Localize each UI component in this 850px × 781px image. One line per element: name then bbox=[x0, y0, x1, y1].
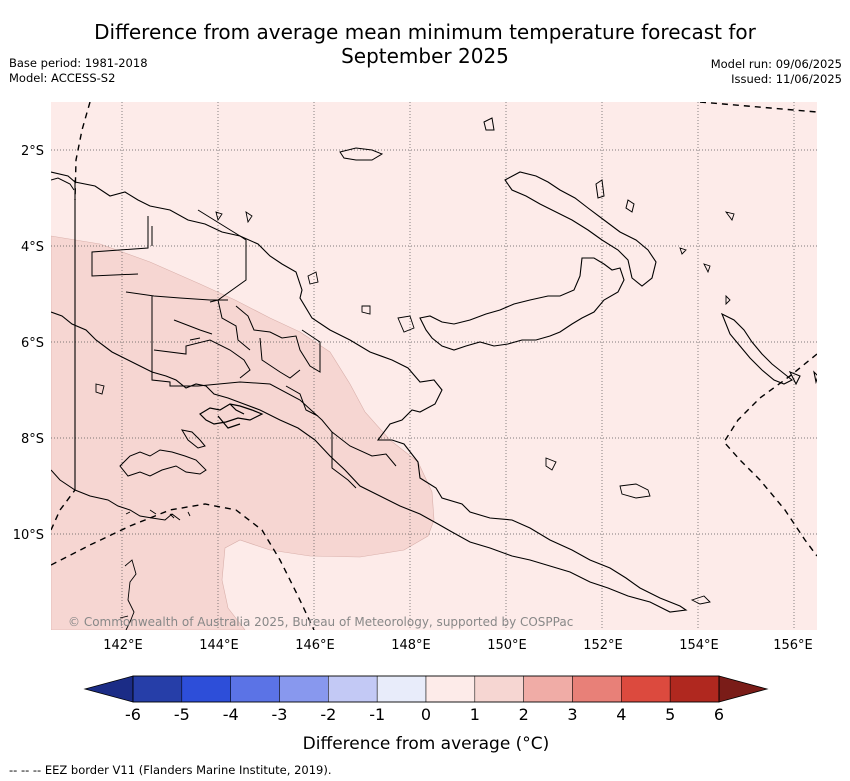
south-coastline bbox=[119, 429, 207, 477]
graticule bbox=[51, 102, 817, 630]
colorbar-segment bbox=[328, 675, 378, 703]
colorbar-tick-label: 4 bbox=[616, 705, 626, 724]
copyright-text: © Commonwealth of Australia 2025, Bureau… bbox=[68, 615, 573, 629]
meta-right: Model run: 09/06/2025 Issued: 11/06/2025 bbox=[711, 57, 842, 87]
issued-date: Issued: 11/06/2025 bbox=[731, 72, 842, 86]
colorbar-segment bbox=[279, 675, 329, 703]
colorbar-tick-label: -3 bbox=[272, 705, 288, 724]
title-line-1: Difference from average mean minimum tem… bbox=[94, 20, 756, 44]
colorbar-segment bbox=[523, 675, 573, 703]
lat-label-6s: 6°S bbox=[21, 336, 44, 351]
west-coastline bbox=[51, 177, 181, 521]
model-run-date: Model run: 09/06/2025 bbox=[710, 57, 842, 71]
cape-york-coast bbox=[119, 509, 191, 630]
lon-label-146e: 146°E bbox=[295, 638, 335, 653]
colorbar-label: Difference from average (°C) bbox=[303, 734, 550, 754]
new-britain bbox=[504, 171, 657, 287]
manus-island bbox=[339, 117, 495, 161]
lon-label-144e: 144°E bbox=[199, 638, 239, 653]
colorbar-segment bbox=[474, 675, 524, 703]
colorbar-extend-low bbox=[83, 675, 134, 703]
eez-borders bbox=[51, 102, 817, 630]
eastern-coastline bbox=[419, 257, 625, 351]
fly-river-detail bbox=[199, 403, 264, 429]
colorbar-segment bbox=[132, 675, 183, 703]
colorbar-tick-label: -4 bbox=[223, 705, 239, 724]
colorbar-tick-label: 5 bbox=[665, 705, 675, 724]
colorbar-tick-label: 3 bbox=[567, 705, 577, 724]
lon-label-152e: 152°E bbox=[583, 638, 623, 653]
colorbar-extend-high bbox=[718, 675, 769, 703]
lon-label-154e: 154°E bbox=[679, 638, 719, 653]
lat-label-8s: 8°S bbox=[21, 432, 44, 447]
lat-label-2s: 2°S bbox=[21, 144, 44, 159]
lat-label-10s: 10°S bbox=[13, 528, 44, 543]
model-name: Model: ACCESS-S2 bbox=[9, 71, 116, 85]
colorbar-segment bbox=[376, 675, 427, 703]
colorbar-tick-label: 6 bbox=[714, 705, 724, 724]
small-islands bbox=[95, 211, 735, 605]
colorbar-tick-label: -6 bbox=[125, 705, 141, 724]
province-borders bbox=[91, 209, 397, 489]
base-period: Base period: 1981-2018 bbox=[9, 56, 148, 70]
title-line-2: September 2025 bbox=[341, 44, 509, 68]
new-guinea-coastline bbox=[51, 171, 688, 613]
colorbar-segment bbox=[230, 675, 280, 703]
anomaly-region-1-2 bbox=[51, 235, 435, 630]
lon-label-142e: 142°E bbox=[103, 638, 143, 653]
eez-footnote: -- -- -- EEZ border V11 (Flanders Marine… bbox=[9, 763, 332, 777]
lon-label-156e: 156°E bbox=[773, 638, 813, 653]
colorbar-segment bbox=[572, 675, 622, 703]
lon-label-148e: 148°E bbox=[391, 638, 431, 653]
colorbar-tick-label: -2 bbox=[320, 705, 336, 724]
colorbar-tick-label: -1 bbox=[369, 705, 385, 724]
new-ireland bbox=[595, 179, 635, 213]
chart-title: Difference from average mean minimum tem… bbox=[0, 20, 850, 68]
colorbar: -6 -5 -4 -3 -2 -1 0 1 2 3 4 5 6 Difference from aver… bbox=[83, 675, 769, 754]
colorbar-tick-label: 2 bbox=[519, 705, 529, 724]
colorbar-tick-label: 1 bbox=[470, 705, 480, 724]
meta-left: Base period: 1981-2018 Model: ACCESS-S2 bbox=[9, 56, 148, 86]
bougainville bbox=[720, 312, 817, 386]
lon-label-150e: 150°E bbox=[487, 638, 527, 653]
lat-label-4s: 4°S bbox=[21, 240, 44, 255]
colorbar-segment bbox=[621, 675, 671, 703]
colorbar-tick-label: 0 bbox=[421, 705, 431, 724]
colorbar-segment bbox=[669, 675, 720, 703]
colorbar-segment bbox=[181, 675, 231, 703]
colorbar-tick-label: -5 bbox=[174, 705, 190, 724]
colorbar-segment bbox=[425, 675, 476, 703]
